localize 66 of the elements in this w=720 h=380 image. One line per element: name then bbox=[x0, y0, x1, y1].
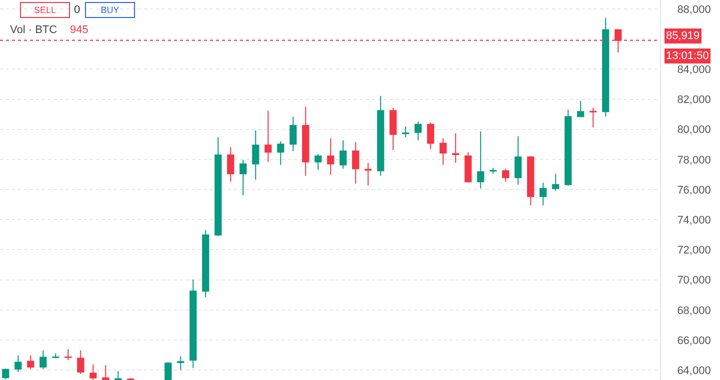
candlestick bbox=[77, 350, 84, 374]
y-tick-label: 66,000 bbox=[677, 334, 711, 347]
candlestick bbox=[314, 154, 322, 170]
candlestick bbox=[414, 121, 422, 141]
candlestick bbox=[590, 107, 597, 128]
y-tick-label: 64,000 bbox=[677, 364, 711, 377]
candlestick bbox=[327, 138, 334, 176]
y-tick-label: 88,000 bbox=[677, 4, 711, 16]
y-tick-label: 84,000 bbox=[677, 64, 711, 76]
candlestick bbox=[564, 109, 572, 186]
y-tick-label: 68,000 bbox=[677, 304, 711, 317]
annotation: 945 bbox=[70, 24, 88, 36]
ref-line-label: 85,919 bbox=[666, 30, 700, 42]
y-tick-label: 82,000 bbox=[677, 94, 711, 106]
y-tick-label: 70,000 bbox=[677, 274, 711, 287]
candlestick bbox=[52, 352, 60, 359]
candlestick bbox=[114, 370, 122, 380]
candlestick bbox=[527, 156, 534, 206]
candlestick bbox=[390, 107, 397, 151]
y-tick-label: 76,000 bbox=[677, 184, 711, 196]
candlestick bbox=[290, 116, 297, 152]
candlestick bbox=[27, 354, 34, 370]
y-tick-label: 74,000 bbox=[677, 214, 711, 226]
candlestick bbox=[602, 17, 610, 118]
candlestick bbox=[452, 132, 460, 164]
candlestick bbox=[252, 130, 260, 180]
candlestick bbox=[477, 130, 484, 189]
candlestick bbox=[352, 142, 360, 184]
annotation: Vol · BTC bbox=[10, 24, 58, 36]
candlestick bbox=[90, 364, 97, 380]
candlestick bbox=[514, 136, 522, 186]
candlestick bbox=[164, 362, 172, 380]
candlestick bbox=[102, 364, 110, 380]
candlestick bbox=[240, 159, 247, 196]
candlestick bbox=[427, 122, 434, 150]
candlestick bbox=[340, 140, 347, 170]
candlestick bbox=[577, 100, 584, 118]
candlestick bbox=[190, 278, 197, 369]
candlestick bbox=[277, 140, 284, 166]
y-tick-label: 72,000 bbox=[677, 244, 711, 257]
candlestick bbox=[552, 173, 560, 192]
candlestick bbox=[402, 126, 410, 138]
candlestick bbox=[502, 168, 510, 182]
annotation: SELL bbox=[34, 5, 56, 15]
candlestick bbox=[490, 167, 497, 174]
candlestick bbox=[127, 377, 134, 380]
candlestick bbox=[14, 354, 22, 373]
candlestick bbox=[214, 136, 222, 237]
annotation: 0 bbox=[74, 4, 80, 16]
y-tick-label: 80,000 bbox=[677, 124, 711, 136]
candlestick bbox=[64, 348, 72, 361]
text: 13:01:50 bbox=[666, 50, 709, 62]
candlestick bbox=[377, 95, 384, 176]
candlestick bbox=[440, 138, 447, 166]
candlestick bbox=[177, 356, 184, 371]
candlestick bbox=[464, 152, 472, 184]
candlestick bbox=[202, 230, 210, 298]
candlestick bbox=[302, 106, 310, 176]
annotation: BUY bbox=[100, 5, 120, 15]
candlestick bbox=[227, 146, 234, 182]
candlestick bbox=[364, 162, 372, 186]
y-tick-label: 78,000 bbox=[677, 154, 711, 166]
candlestick bbox=[264, 110, 272, 162]
candlestick bbox=[540, 182, 547, 206]
candlestick bbox=[2, 368, 10, 380]
candlestick bbox=[40, 350, 47, 370]
